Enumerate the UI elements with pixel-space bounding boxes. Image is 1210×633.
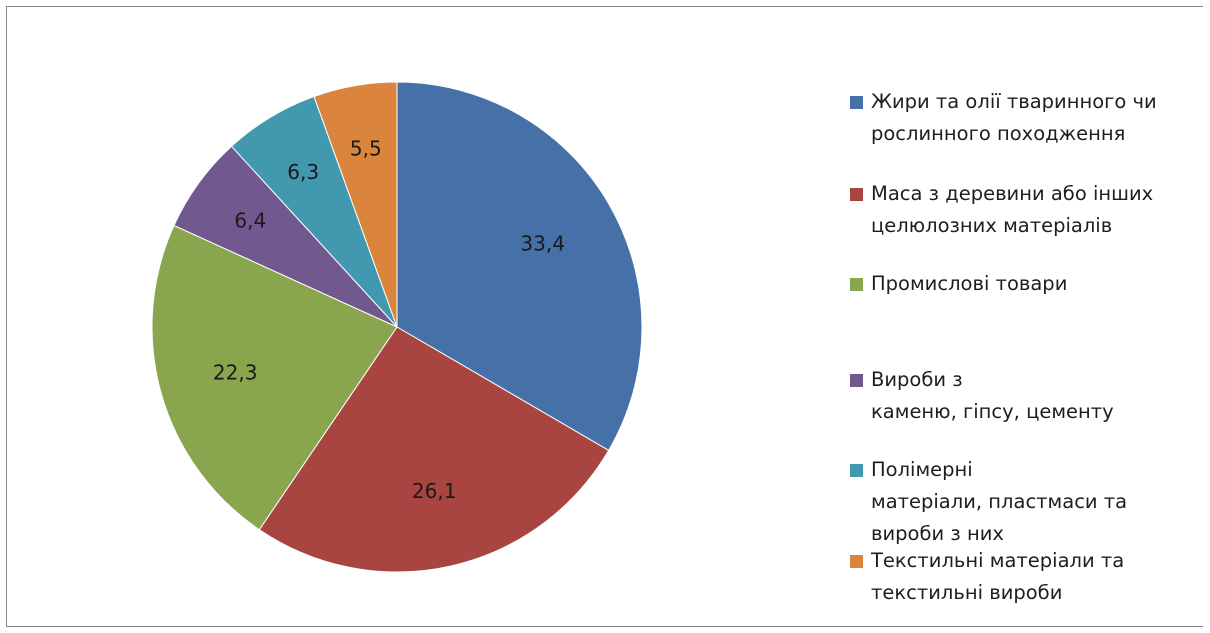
- legend-label: Жири та олії тваринного чи рослинного по…: [871, 90, 1157, 145]
- legend-label: Полімерні матеріали, пластмаси та вироби…: [871, 458, 1128, 545]
- legend: Жири та олії тваринного чи рослинного по…: [850, 0, 1190, 633]
- legend-label: Текстильні матеріали та текстильні вироб…: [871, 549, 1125, 604]
- pie-slice: [313, 81, 398, 328]
- legend-item: Текстильні матеріали та текстильні вироб…: [850, 545, 1180, 609]
- legend-label: Маса з деревини або інших целюлозних мат…: [871, 182, 1154, 237]
- legend-swatch: [850, 188, 863, 201]
- legend-swatch: [850, 555, 863, 568]
- pie-slice: [396, 81, 643, 452]
- legend-swatch: [850, 96, 863, 109]
- legend-item: Вироби з каменю, гіпсу, цементу: [850, 364, 1180, 428]
- pie-data-labels: 33,4 26,1 22,3 6,4 6,3 5,5: [213, 136, 565, 502]
- data-label: 5,5: [350, 136, 382, 160]
- data-label: 6,3: [287, 160, 319, 184]
- legend-item: Промислові товари: [850, 268, 1180, 300]
- legend-swatch: [850, 278, 863, 291]
- pie-slices: [151, 81, 643, 573]
- legend-label: Промислові товари: [871, 272, 1068, 295]
- data-label: 22,3: [213, 360, 258, 384]
- pie-slice: [151, 224, 398, 531]
- legend-item: Маса з деревини або інших целюлозних мат…: [850, 178, 1180, 242]
- legend-label: Вироби з каменю, гіпсу, цементу: [871, 368, 1114, 423]
- legend-item: Жири та олії тваринного чи рослинного по…: [850, 86, 1180, 150]
- data-label: 33,4: [520, 231, 565, 255]
- legend-swatch: [850, 464, 863, 477]
- legend-item: Полімерні матеріали, пластмаси та вироби…: [850, 454, 1180, 550]
- data-label: 26,1: [412, 479, 457, 503]
- legend-swatch: [850, 374, 863, 387]
- data-label: 6,4: [234, 208, 266, 232]
- pie-slice: [258, 326, 610, 573]
